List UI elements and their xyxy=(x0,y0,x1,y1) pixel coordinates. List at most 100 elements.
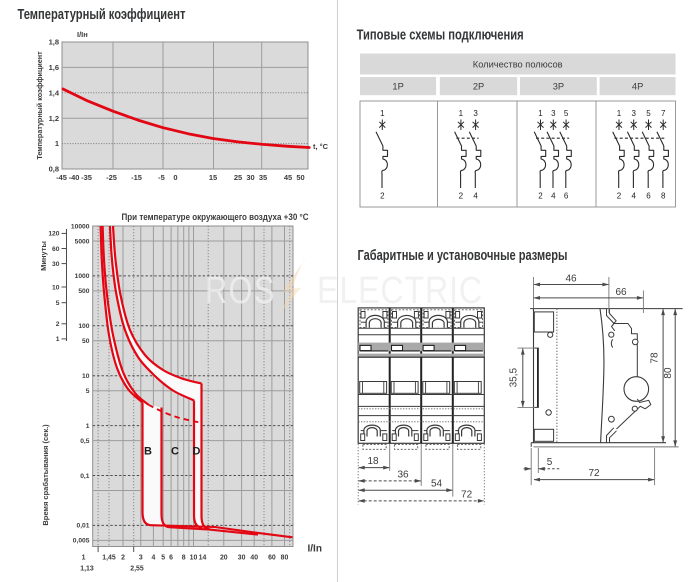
svg-text:D: D xyxy=(193,446,201,458)
svg-text:I/In: I/In xyxy=(308,544,322,555)
svg-text:ELECTRIC: ELECTRIC xyxy=(317,270,483,312)
svg-text:50: 50 xyxy=(296,173,304,182)
svg-text:2: 2 xyxy=(121,555,125,562)
svg-text:120: 120 xyxy=(48,231,59,238)
svg-text:t, °C: t, °C xyxy=(313,142,329,151)
svg-text:80: 80 xyxy=(663,367,674,379)
svg-text:1: 1 xyxy=(56,336,60,343)
svg-text:B: B xyxy=(144,446,152,458)
svg-text:1,2: 1,2 xyxy=(49,114,59,123)
svg-text:8: 8 xyxy=(661,192,666,201)
svg-text:2: 2 xyxy=(56,321,60,328)
svg-text:72: 72 xyxy=(588,468,600,479)
svg-text:30: 30 xyxy=(238,555,246,562)
svg-text:6: 6 xyxy=(169,555,173,562)
svg-text:25: 25 xyxy=(234,173,242,182)
svg-text:3: 3 xyxy=(139,555,143,562)
svg-text:15: 15 xyxy=(209,173,217,182)
svg-text:60: 60 xyxy=(268,555,276,562)
svg-text:10: 10 xyxy=(190,555,198,562)
svg-text:Время срабатывания (сек.): Время срабатывания (сек.) xyxy=(41,424,50,526)
svg-text:30: 30 xyxy=(52,261,60,268)
svg-text:5: 5 xyxy=(56,300,60,307)
svg-text:78: 78 xyxy=(650,352,661,364)
svg-text:4: 4 xyxy=(631,192,636,201)
svg-text:1: 1 xyxy=(459,109,464,118)
svg-text:5: 5 xyxy=(564,109,569,118)
svg-text:0,1: 0,1 xyxy=(80,473,90,480)
svg-text:1,8: 1,8 xyxy=(49,38,59,47)
svg-text:0: 0 xyxy=(173,173,177,182)
svg-text:ROS: ROS xyxy=(205,270,276,312)
svg-text:5: 5 xyxy=(161,555,165,562)
svg-text:1,45: 1,45 xyxy=(102,555,116,562)
svg-text:2: 2 xyxy=(617,192,622,201)
svg-text:18: 18 xyxy=(367,456,379,467)
svg-text:3: 3 xyxy=(631,109,636,118)
svg-text:-45: -45 xyxy=(56,173,67,182)
svg-text:3: 3 xyxy=(551,109,556,118)
svg-text:1: 1 xyxy=(86,423,90,430)
svg-text:100: 100 xyxy=(78,323,89,330)
svg-text:1: 1 xyxy=(617,109,622,118)
svg-text:Габаритные и установочные разм: Габаритные и установочные размеры xyxy=(358,248,568,264)
svg-text:-40: -40 xyxy=(69,173,80,182)
svg-text:5: 5 xyxy=(646,109,651,118)
svg-text:46: 46 xyxy=(565,274,577,285)
svg-text:0,5: 0,5 xyxy=(80,438,90,445)
svg-text:80: 80 xyxy=(281,555,289,562)
svg-text:8: 8 xyxy=(182,555,186,562)
svg-text:7: 7 xyxy=(661,109,666,118)
svg-text:0,01: 0,01 xyxy=(76,523,89,530)
svg-text:1: 1 xyxy=(55,139,59,148)
svg-text:-15: -15 xyxy=(131,173,142,182)
svg-text:I/Iн: I/Iн xyxy=(77,30,88,39)
svg-text:4Р: 4Р xyxy=(632,82,643,92)
svg-text:1: 1 xyxy=(380,109,385,118)
svg-text:0,8: 0,8 xyxy=(49,165,59,174)
svg-text:2: 2 xyxy=(380,192,385,201)
svg-text:66: 66 xyxy=(615,287,627,298)
svg-text:2: 2 xyxy=(538,192,543,201)
svg-text:54: 54 xyxy=(431,479,443,490)
svg-text:6: 6 xyxy=(564,192,569,201)
svg-text:40: 40 xyxy=(250,555,258,562)
svg-text:36: 36 xyxy=(397,469,409,480)
svg-text:1,6: 1,6 xyxy=(49,63,59,72)
svg-text:4: 4 xyxy=(473,192,478,201)
svg-text:72: 72 xyxy=(461,489,473,500)
svg-text:1Р: 1Р xyxy=(392,82,403,92)
svg-text:1,4: 1,4 xyxy=(49,88,60,97)
svg-text:10: 10 xyxy=(82,373,90,380)
svg-text:5: 5 xyxy=(547,457,553,468)
svg-text:C: C xyxy=(171,446,179,458)
svg-text:35,5: 35,5 xyxy=(508,368,519,388)
svg-text:Температурный коэффициент: Температурный коэффициент xyxy=(35,51,44,160)
svg-text:3: 3 xyxy=(473,109,478,118)
svg-text:45: 45 xyxy=(284,173,292,182)
svg-text:При температуре окружающего во: При температуре окружающего воздуха +30 … xyxy=(122,212,309,222)
svg-text:50: 50 xyxy=(82,338,90,345)
svg-text:2,55: 2,55 xyxy=(130,566,144,573)
svg-text:Минуты: Минуты xyxy=(39,241,48,271)
svg-text:1: 1 xyxy=(82,555,86,562)
svg-text:6: 6 xyxy=(646,192,651,201)
svg-text:10: 10 xyxy=(52,284,60,291)
svg-text:Типовые схемы подключения: Типовые схемы подключения xyxy=(357,28,524,44)
svg-text:5000: 5000 xyxy=(75,238,90,245)
svg-text:2: 2 xyxy=(459,192,464,201)
svg-text:-25: -25 xyxy=(106,173,117,182)
svg-text:35: 35 xyxy=(259,173,267,182)
svg-text:500: 500 xyxy=(78,288,89,295)
svg-text:4: 4 xyxy=(551,192,556,201)
svg-text:4: 4 xyxy=(151,555,155,562)
svg-text:14: 14 xyxy=(199,555,207,562)
svg-text:1000: 1000 xyxy=(75,273,90,280)
svg-text:0,005: 0,005 xyxy=(73,538,90,545)
svg-text:20: 20 xyxy=(220,555,228,562)
svg-text:5: 5 xyxy=(86,388,90,395)
svg-text:2Р: 2Р xyxy=(473,82,484,92)
svg-text:1,13: 1,13 xyxy=(80,566,94,573)
svg-text:-35: -35 xyxy=(81,173,92,182)
svg-text:10000: 10000 xyxy=(71,223,90,230)
